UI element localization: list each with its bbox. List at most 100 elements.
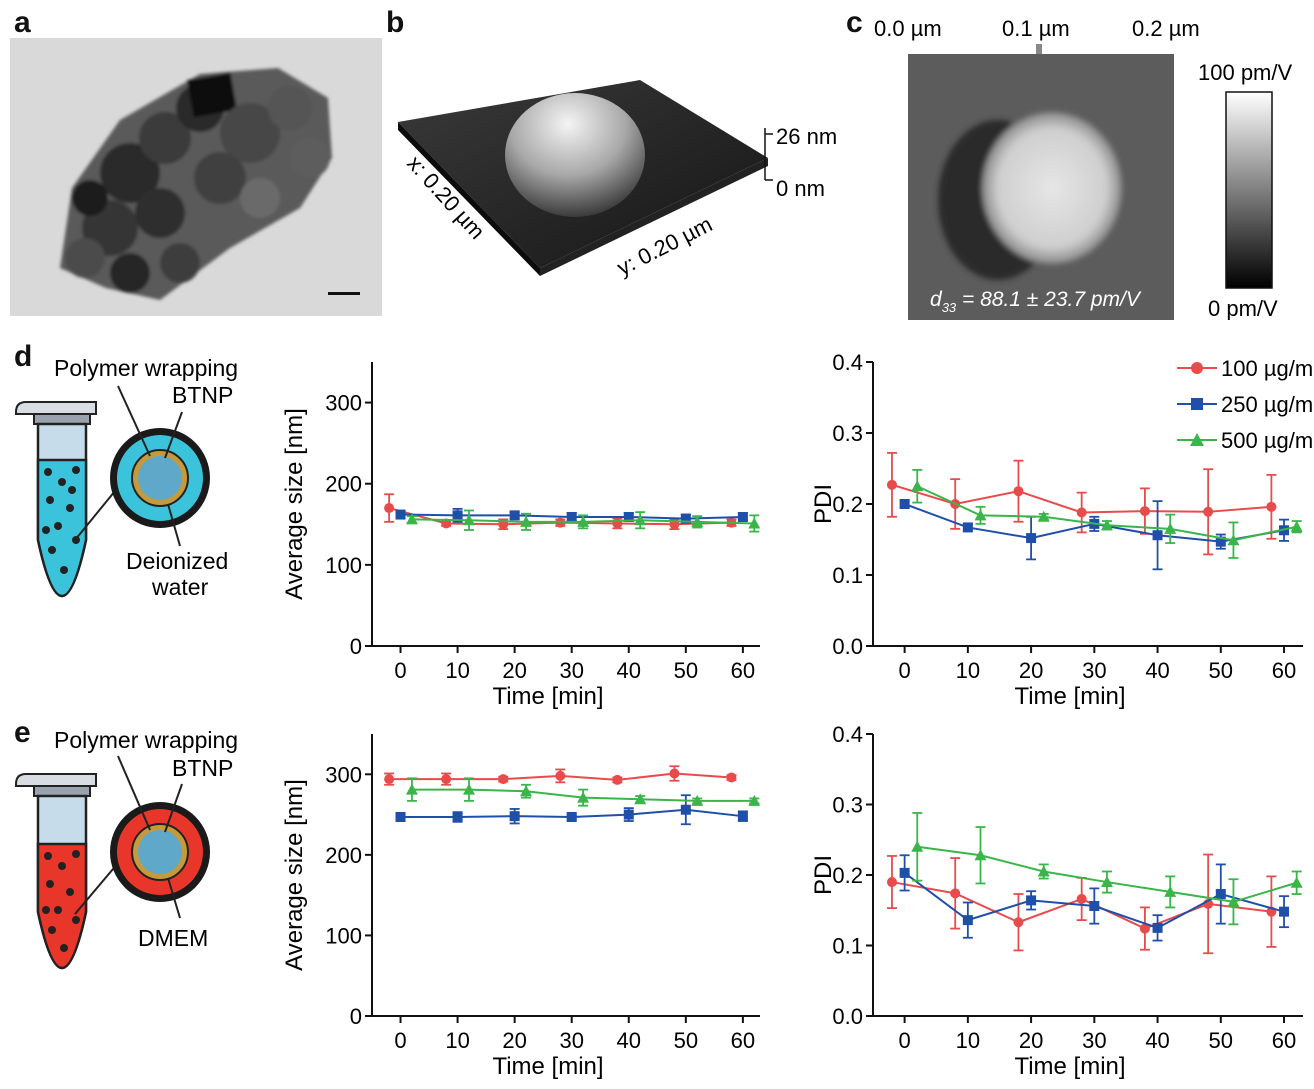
label-medium-d-1: Deionized xyxy=(126,548,228,574)
data-point xyxy=(962,522,973,533)
x-tick-label: 0 xyxy=(394,658,406,683)
colorbar-bottom-label: 0 pm/V xyxy=(1208,296,1278,320)
data-point xyxy=(634,514,647,526)
y-tick-label: 0.2 xyxy=(832,492,863,517)
y-tick-label: 200 xyxy=(325,472,362,497)
y-tick-label: 0 xyxy=(350,1004,362,1029)
data-point xyxy=(1227,895,1240,907)
tem-image xyxy=(10,38,382,316)
data-point xyxy=(748,794,761,806)
x-tick-label: 0 xyxy=(394,1028,406,1053)
legend-marker xyxy=(1190,433,1204,446)
data-point xyxy=(1013,486,1024,497)
data-point xyxy=(1152,922,1163,933)
x-tick-label: 40 xyxy=(1145,658,1169,683)
data-point xyxy=(1026,895,1037,906)
data-point xyxy=(899,499,910,509)
chart-e-pdi: 0.0 0.1 0.2 0.3 0.4 0 10 20 30 40 50 60 Time [min] PD… xyxy=(810,722,1303,1080)
y-axis-title: PDI xyxy=(810,855,837,895)
data-point xyxy=(577,791,590,803)
colorbar-top-label: 100 pm/V xyxy=(1198,60,1292,85)
data-point xyxy=(1139,506,1150,517)
y-tick-label: 0.0 xyxy=(832,634,863,659)
x-axis-title: Time [min] xyxy=(492,683,603,710)
x-tick-label: 0 xyxy=(898,658,910,683)
legend-label: 250 µg/mL xyxy=(1221,392,1314,417)
panel-letter-a: a xyxy=(14,6,31,39)
data-point xyxy=(1037,510,1050,522)
label-medium-d-2: water xyxy=(151,574,209,600)
panel-letter-b: b xyxy=(386,6,405,39)
data-point xyxy=(452,811,463,822)
data-point xyxy=(1290,520,1303,532)
legend-marker xyxy=(1191,362,1203,374)
y-tick-label: 0.0 xyxy=(832,1004,863,1029)
vial-schematic-e: Polymer wrapping BTNP DMEM xyxy=(15,727,238,970)
data-point xyxy=(974,849,987,861)
y-tick-label: 300 xyxy=(325,391,362,416)
y-tick-label: 0 xyxy=(350,634,362,659)
data-point xyxy=(974,509,987,521)
data-point xyxy=(1100,876,1113,888)
data-point xyxy=(911,840,924,852)
data-point xyxy=(577,515,590,527)
x-axis-title: Time [min] xyxy=(1014,683,1125,710)
data-point xyxy=(748,517,761,529)
panel-letter-e: e xyxy=(14,716,31,749)
data-point xyxy=(1037,865,1050,877)
data-point xyxy=(441,774,452,785)
x-tick-label: 30 xyxy=(1082,1028,1106,1053)
x-tick-label: 30 xyxy=(559,658,583,683)
data-point xyxy=(726,772,737,783)
y-axis-title: Average size [nm] xyxy=(281,408,308,600)
data-point xyxy=(911,480,924,492)
label-btnp-e: BTNP xyxy=(172,755,233,781)
label-polymer-wrapping-e: Polymer wrapping xyxy=(54,727,238,753)
data-point xyxy=(498,774,509,785)
data-point xyxy=(691,515,704,527)
x-tick-label: 50 xyxy=(1209,1028,1233,1053)
x-tick-label: 50 xyxy=(674,1028,698,1053)
data-point xyxy=(566,511,577,522)
data-point xyxy=(395,509,406,520)
x-tick-label: 30 xyxy=(559,1028,583,1053)
data-point xyxy=(1290,876,1303,888)
x-tick-label: 20 xyxy=(502,1028,526,1053)
x-axis-title: Time [min] xyxy=(1014,1053,1125,1080)
data-point xyxy=(886,479,897,490)
data-point xyxy=(441,518,452,529)
data-point xyxy=(1164,522,1177,534)
data-point xyxy=(463,783,475,795)
label-btnp-d: BTNP xyxy=(172,382,233,408)
data-point xyxy=(962,915,973,926)
x-tick-label: 60 xyxy=(1272,658,1296,683)
x-tick-label: 0 xyxy=(898,1028,910,1053)
x-tick-label: 10 xyxy=(956,1028,980,1053)
y-axis-title: Average size [nm] xyxy=(281,779,308,971)
y-tick-label: 100 xyxy=(325,923,362,948)
data-point xyxy=(1089,901,1100,912)
data-point xyxy=(520,515,533,527)
data-point xyxy=(452,510,463,521)
chart-d-pdi: 0.0 0.1 0.2 0.3 0.4 0 10 20 30 40 50 60 Time [min] PD… xyxy=(810,350,1314,710)
legend-label: 500 µg/mL xyxy=(1221,428,1314,453)
x-tick-label: 10 xyxy=(445,658,469,683)
data-point xyxy=(1266,501,1277,512)
x-tick-label: 50 xyxy=(1209,658,1233,683)
afm-3d-surface: 26 nm 0 nm x: 0.20 µm y: 0.20 µm xyxy=(398,80,837,280)
y-tick-label: 300 xyxy=(325,762,362,787)
data-point xyxy=(1076,893,1087,904)
x-tick-label: 40 xyxy=(617,658,641,683)
x-tick-label: 30 xyxy=(1082,658,1106,683)
x-tick-label: 40 xyxy=(617,1028,641,1053)
data-point xyxy=(1227,534,1240,546)
y-axis-title: PDI xyxy=(810,484,837,524)
data-point xyxy=(395,811,406,822)
y-tick-label: 0.3 xyxy=(832,793,863,818)
y-tick-label: 0.1 xyxy=(832,563,863,588)
x-tick-label: 20 xyxy=(502,658,526,683)
data-point xyxy=(1203,506,1214,517)
data-point xyxy=(691,794,704,806)
data-point xyxy=(384,774,395,785)
data-point xyxy=(1215,889,1226,900)
